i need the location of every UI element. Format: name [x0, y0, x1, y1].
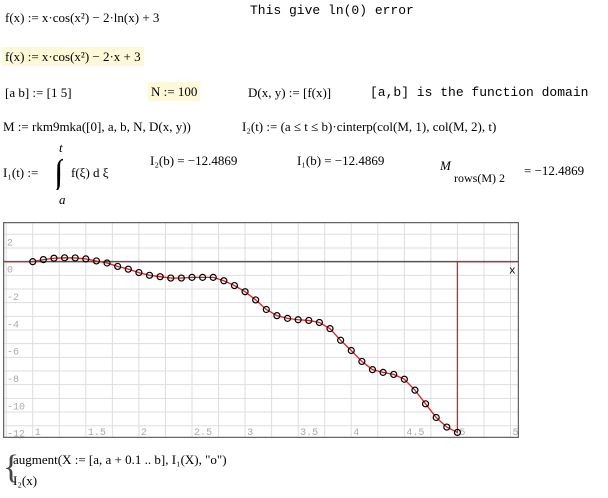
data-point-marker — [315, 318, 323, 327]
comment-domain[interactable]: [a,b] is the function domain — [370, 85, 589, 100]
data-point-marker — [220, 277, 228, 285]
equation-i1[interactable]: I₁(t) := t ∫ a f(ξ) d ξ — [3, 140, 133, 208]
m-subscript: rows(M) 2 — [454, 171, 505, 185]
equation-n[interactable]: N := 100 — [148, 82, 201, 101]
data-point-marker — [283, 314, 292, 322]
data-point-marker — [432, 413, 440, 422]
data-point-marker — [167, 274, 175, 282]
result-m-last[interactable]: M rows(M) 2 = −12.4869 — [440, 158, 608, 188]
x-tick-label: 3.5 — [300, 428, 318, 438]
x-tick-label: 2.5 — [194, 428, 212, 438]
plot-expression-2[interactable]: I₂(x) — [13, 473, 38, 488]
equation-m[interactable]: M := rkm9mka([0], a, b, N, D(x, y)) — [3, 119, 191, 134]
y-tick-label: -10 — [7, 402, 25, 413]
x-tick-label: 4.5 — [406, 428, 424, 438]
y-tick-label: 0 — [7, 266, 13, 277]
y-tick-label: 2 — [7, 238, 13, 249]
x-tick-label: 5 — [459, 428, 465, 438]
data-point-marker — [199, 273, 207, 281]
x-tick-label: 5.5 — [513, 428, 519, 438]
data-point-marker — [82, 255, 90, 263]
brace-icon: { — [3, 449, 20, 486]
data-point-marker — [230, 281, 239, 290]
data-point-marker — [400, 375, 408, 383]
data-point-marker — [135, 268, 143, 277]
equation-f-ln[interactable]: f(x) := x·cos(x²) − 2·ln(x) + 3 — [5, 10, 160, 25]
y-tick-label: -4 — [7, 320, 19, 331]
data-point-marker — [358, 357, 366, 366]
y-tick-label: -2 — [7, 293, 19, 304]
y-tick-label: -8 — [7, 375, 19, 386]
data-point-marker — [145, 271, 154, 279]
data-point-marker — [411, 386, 419, 394]
data-point-marker — [114, 262, 122, 271]
plot-border — [3, 222, 519, 438]
data-point-marker — [50, 254, 58, 262]
i1-lhs: I₁(t) := — [3, 165, 39, 180]
integral-body: f(ξ) d ξ — [71, 165, 109, 180]
x-tick-label: 1 — [35, 428, 41, 438]
equation-d[interactable]: D(x, y) := [f(x)] — [248, 85, 332, 100]
m-value: = −12.4869 — [524, 163, 585, 178]
data-point-marker — [273, 312, 281, 320]
m-base: M — [440, 158, 451, 173]
plot-region[interactable]: 2 0 -2 -4 -6 -8 -10 -12 1 1.5 2 2.5 3 3.5 4 4.5 5 5.5 x — [3, 222, 519, 438]
data-point-marker — [71, 254, 79, 262]
data-point-marker — [443, 423, 451, 431]
x-tick-label: 3 — [247, 428, 253, 438]
data-point-marker — [262, 305, 270, 314]
data-point-marker — [241, 288, 249, 296]
data-point-marker — [347, 346, 355, 355]
integral-upper: t — [59, 140, 63, 155]
integral-lower: a — [59, 192, 66, 207]
data-point-marker — [421, 400, 430, 408]
data-point-marker — [252, 296, 260, 304]
data-point-marker — [92, 257, 101, 265]
x-axis-label: x — [509, 266, 516, 278]
data-point-marker — [60, 254, 69, 262]
equation-domain[interactable]: [a b] := [1 5] — [5, 85, 72, 100]
result-i2b[interactable]: I₂(b) = −12.4869 — [150, 153, 238, 168]
y-tick-label: -6 — [7, 348, 19, 359]
data-point-marker — [390, 370, 398, 379]
plot-expression-1[interactable]: augment(X := [a, a + 0.1 .. b], I₁(X), "… — [13, 452, 227, 467]
integral-sign-icon: ∫ — [54, 156, 64, 190]
equation-i2[interactable]: I₂(t) := (a ≤ t ≤ b)·cinterp(col(M, 1), … — [242, 119, 497, 134]
data-point-marker — [39, 255, 47, 264]
result-i1b[interactable]: I₁(b) = −12.4869 — [297, 153, 385, 168]
data-point-marker — [379, 368, 387, 376]
x-tick-label: 1.5 — [88, 428, 106, 438]
data-point-marker — [124, 265, 132, 273]
comment-ln-error[interactable]: This give ln(0) error — [250, 3, 414, 18]
data-point-marker — [294, 316, 302, 324]
data-point-marker — [305, 316, 313, 325]
y-tick-label: -12 — [7, 430, 25, 438]
data-point-marker — [337, 336, 345, 344]
data-point-marker — [103, 259, 111, 267]
x-tick-label: 2 — [141, 428, 147, 438]
data-point-marker — [368, 366, 377, 374]
data-point-marker — [209, 273, 217, 281]
x-tick-label: 4 — [353, 428, 359, 438]
equation-f[interactable]: f(x) := x·cos(x²) − 2·x + 3 — [2, 47, 144, 66]
data-point-marker — [188, 273, 196, 281]
data-point-marker — [177, 274, 185, 282]
data-point-marker — [156, 273, 164, 281]
data-point-marker — [326, 325, 334, 333]
data-point-marker — [453, 428, 462, 436]
i2-curve — [3, 257, 519, 434]
data-point-marker — [29, 258, 37, 266]
